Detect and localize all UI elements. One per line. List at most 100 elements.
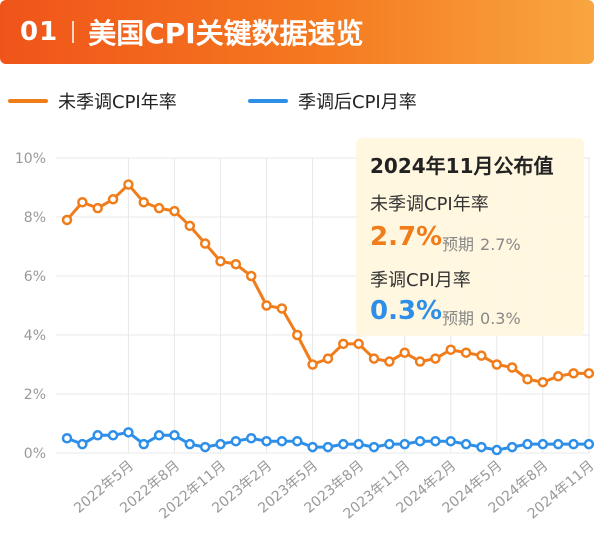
data-point-mom xyxy=(445,435,456,447)
data-point-yoy xyxy=(138,197,149,208)
data-point-mom xyxy=(245,433,257,444)
data-point-yoy xyxy=(384,356,395,367)
y-tick-label: 4% xyxy=(24,328,46,344)
data-point-mom xyxy=(184,438,196,450)
tooltip-mom-value: 0.3% xyxy=(370,296,443,326)
data-point-mom xyxy=(338,438,349,450)
expected-label: 预期 xyxy=(442,309,475,328)
data-point-mom xyxy=(92,430,103,441)
data-point-yoy xyxy=(307,359,318,370)
data-point-yoy xyxy=(245,270,257,282)
data-point-mom xyxy=(476,441,487,453)
data-point-mom xyxy=(368,441,380,453)
header-divider xyxy=(72,21,75,43)
data-point-mom xyxy=(568,438,579,450)
data-point-mom xyxy=(491,444,503,456)
section-number: 01 xyxy=(20,17,59,47)
tooltip-mom-expected: 预期 0.3% xyxy=(442,305,521,329)
expected-value: 0.3% xyxy=(480,309,521,328)
legend-label-mom: 季调后CPI月率 xyxy=(298,92,417,113)
legend-item-yoy[interactable]: 未季调CPI年率 xyxy=(8,88,177,114)
data-point-yoy xyxy=(199,238,211,249)
data-point-yoy xyxy=(476,350,487,361)
data-point-mom xyxy=(414,435,426,447)
tooltip-title: 2024年11月公布值 xyxy=(370,154,554,178)
legend-line-icon xyxy=(8,99,48,103)
page-header: 01 美国CPI关键数据速览 xyxy=(0,0,594,64)
data-point-yoy xyxy=(568,368,579,379)
data-point-mom xyxy=(123,427,134,438)
data-point-yoy xyxy=(430,353,441,364)
data-point-yoy xyxy=(292,329,303,341)
data-point-mom xyxy=(537,438,549,450)
data-point-yoy xyxy=(169,205,180,217)
legend-line-icon xyxy=(248,99,288,103)
data-point-mom xyxy=(552,438,564,450)
tooltip-mom-label: 季调CPI月率 xyxy=(370,270,471,291)
data-point-mom xyxy=(215,438,226,450)
data-point-mom xyxy=(153,430,165,441)
data-point-mom xyxy=(292,435,303,447)
data-point-mom xyxy=(506,441,518,453)
data-point-mom xyxy=(276,435,288,447)
data-point-yoy xyxy=(61,214,73,226)
expected-value: 2.7% xyxy=(480,235,521,254)
data-point-mom xyxy=(138,438,149,450)
data-point-mom xyxy=(61,433,73,444)
data-point-mom xyxy=(307,441,318,453)
page-title: 美国CPI关键数据速览 xyxy=(88,17,364,50)
data-point-yoy xyxy=(107,194,119,205)
data-point-mom xyxy=(460,438,472,450)
data-point-yoy xyxy=(215,256,226,267)
data-point-yoy xyxy=(414,356,426,367)
data-point-yoy xyxy=(552,371,564,382)
y-tick-label: 10% xyxy=(15,151,46,167)
data-point-yoy xyxy=(123,179,134,190)
data-point-mom xyxy=(169,430,180,441)
data-point-mom xyxy=(430,435,441,447)
data-point-yoy xyxy=(77,197,88,208)
data-point-mom xyxy=(230,435,242,447)
data-point-yoy xyxy=(353,338,364,350)
data-point-yoy xyxy=(399,347,410,358)
data-point-mom xyxy=(522,438,533,450)
data-point-yoy xyxy=(522,374,533,385)
data-point-yoy xyxy=(460,347,472,358)
latest-data-tooltip: 2024年11月公布值 未季调CPI年率 2.7% 预期 2.7% 季调CPI月率… xyxy=(356,138,584,336)
tooltip-yoy-value: 2.7% xyxy=(370,222,443,252)
data-point-yoy xyxy=(491,359,503,370)
data-point-yoy xyxy=(338,338,349,350)
data-point-mom xyxy=(199,441,211,453)
y-tick-label: 8% xyxy=(24,210,46,226)
data-point-yoy xyxy=(583,368,595,379)
data-point-yoy xyxy=(537,376,549,388)
y-tick-label: 6% xyxy=(24,269,46,285)
data-point-mom xyxy=(77,438,88,450)
data-point-mom xyxy=(384,438,395,450)
data-point-mom xyxy=(261,435,272,447)
data-point-yoy xyxy=(445,344,456,355)
data-point-yoy xyxy=(276,303,288,314)
tooltip-yoy-label: 未季调CPI年率 xyxy=(370,194,489,215)
legend-item-mom[interactable]: 季调后CPI月率 xyxy=(248,88,417,114)
data-point-yoy xyxy=(92,202,103,214)
data-point-yoy xyxy=(261,300,272,311)
data-point-yoy xyxy=(368,353,380,364)
data-point-mom xyxy=(107,430,119,441)
chart-legend: 未季调CPI年率 季调后CPI月率 xyxy=(0,88,600,118)
expected-label: 预期 xyxy=(442,235,475,254)
y-tick-label: 2% xyxy=(24,387,46,403)
data-point-mom xyxy=(322,441,334,453)
data-point-mom xyxy=(583,438,595,450)
data-point-mom xyxy=(399,438,410,450)
data-point-yoy xyxy=(230,258,242,270)
legend-label-yoy: 未季调CPI年率 xyxy=(58,92,177,113)
tooltip-yoy-expected: 预期 2.7% xyxy=(442,231,521,255)
data-point-mom xyxy=(353,438,364,450)
data-point-yoy xyxy=(184,220,196,232)
y-tick-label: 0% xyxy=(24,446,46,462)
data-point-yoy xyxy=(322,353,334,364)
data-point-yoy xyxy=(506,362,518,373)
data-point-yoy xyxy=(153,202,165,214)
